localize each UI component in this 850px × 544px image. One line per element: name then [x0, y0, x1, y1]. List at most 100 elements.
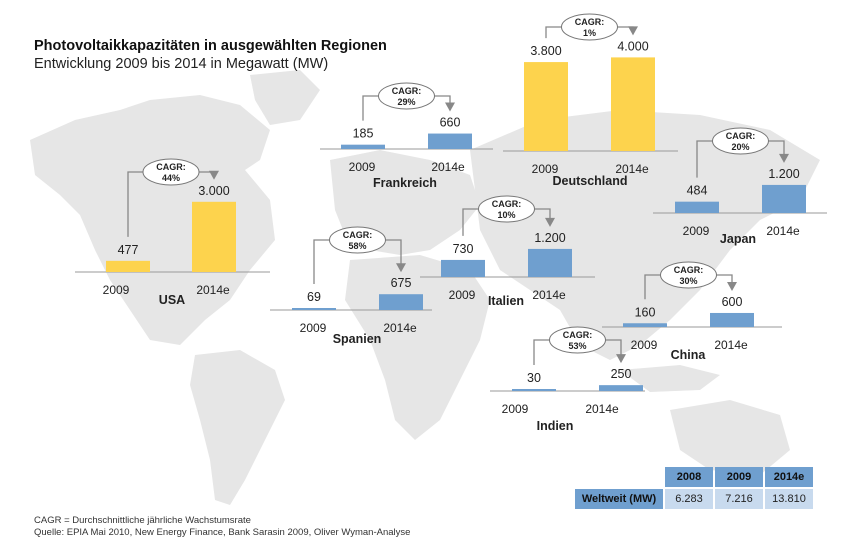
map-greenland [250, 70, 320, 125]
map-south-america [190, 350, 285, 505]
data-label: 3.800 [530, 44, 561, 58]
category-label: 2014e [431, 160, 465, 174]
data-label: 1.200 [534, 231, 565, 245]
category-label: 2009 [103, 283, 130, 297]
bar-2014e [528, 248, 572, 277]
region-name: China [671, 348, 707, 362]
data-label: 3.000 [198, 184, 229, 198]
category-label: 2009 [683, 224, 710, 238]
cagr-bubble [712, 127, 769, 155]
table-corner [575, 467, 663, 487]
worldwide-capacity-table: 2008 2009 2014e Weltweit (MW) 6.283 7.21… [573, 465, 815, 511]
region-name: USA [159, 293, 185, 307]
category-label: 2009 [631, 338, 658, 352]
category-label: 2009 [449, 288, 476, 302]
bar-2009 [341, 144, 385, 149]
data-label: 1.200 [768, 167, 799, 181]
table-cell: 7.216 [715, 489, 763, 509]
data-label: 660 [440, 116, 461, 130]
chart-title: Photovoltaikkapazitäten in ausgewählten … [34, 38, 387, 54]
region-name: Italien [488, 294, 524, 308]
category-label: 2009 [532, 162, 559, 176]
cagr-label: CAGR: [563, 330, 593, 340]
bar-2009 [106, 260, 150, 272]
cagr-arrow-icon [209, 170, 219, 180]
cagr-value: 30% [679, 276, 697, 286]
map-southeast-asia [620, 365, 720, 392]
cagr-arrow-icon [779, 153, 789, 163]
data-label: 484 [687, 184, 708, 198]
data-label: 250 [611, 367, 632, 381]
data-label: 730 [453, 242, 474, 256]
region-name: Japan [720, 232, 756, 246]
table-col-header: 2014e [765, 467, 813, 487]
bar-2014e [599, 385, 643, 391]
data-label: 30 [527, 371, 541, 385]
table-header-row: 2008 2009 2014e [575, 467, 813, 487]
bar-2014e [710, 312, 754, 327]
cagr-value: 44% [162, 173, 180, 183]
cagr-value: 29% [397, 97, 415, 107]
cagr-value: 1% [583, 28, 596, 38]
cagr-bubble [142, 158, 200, 186]
cagr-bubble [549, 326, 606, 354]
bar-2009 [524, 62, 568, 151]
category-label: 2014e [714, 338, 748, 352]
data-label: 4.000 [617, 39, 648, 53]
cagr-bubble [660, 261, 717, 289]
region-name: Indien [537, 419, 574, 433]
cagr-value: 10% [497, 210, 515, 220]
table-col-header: 2009 [715, 467, 763, 487]
data-label: 600 [722, 295, 743, 309]
bar-2009 [623, 323, 667, 327]
bar-2014e [428, 133, 472, 149]
map-asia [470, 110, 820, 360]
bar-2009 [441, 259, 485, 277]
table-col-header: 2008 [665, 467, 713, 487]
data-label: 69 [307, 290, 321, 304]
bar-2009 [512, 389, 556, 391]
bar-2014e [762, 184, 806, 213]
bar-2014e [192, 201, 236, 272]
table-row: Weltweit (MW) 6.283 7.216 13.810 [575, 489, 813, 509]
cagr-value: 53% [568, 341, 586, 351]
bar-2014e [379, 294, 423, 310]
cagr-value: 20% [731, 142, 749, 152]
data-label: 477 [118, 243, 139, 257]
region-name: Spanien [333, 332, 382, 346]
cagr-bubble [329, 226, 386, 254]
cagr-bubble [561, 13, 618, 41]
cagr-arrow-icon [616, 354, 626, 364]
cagr-bubble [478, 195, 535, 223]
cagr-arrow-icon [628, 26, 638, 36]
bar-2014e [611, 57, 655, 151]
data-label: 185 [353, 127, 374, 141]
category-label: 2014e [766, 224, 800, 238]
cagr-label: CAGR: [674, 265, 704, 275]
cagr-bubble [378, 82, 435, 110]
category-label: 2014e [615, 162, 649, 176]
cagr-definition: CAGR = Durchschnittliche jährliche Wachs… [34, 515, 251, 526]
cagr-label: CAGR: [392, 86, 422, 96]
category-label: 2009 [502, 402, 529, 416]
data-label: 675 [391, 276, 412, 290]
category-label: 2014e [196, 283, 230, 297]
category-label: 2014e [532, 288, 566, 302]
map-north-america [30, 95, 275, 345]
source-note: Quelle: EPIA Mai 2010, New Energy Financ… [34, 527, 411, 538]
map-australia [670, 400, 790, 475]
table-cell: 13.810 [765, 489, 813, 509]
chart-subtitle: Entwicklung 2009 bis 2014 in Megawatt (M… [34, 56, 329, 72]
cagr-arrow-icon [727, 281, 737, 291]
cagr-label: CAGR: [492, 199, 522, 209]
category-label: 2014e [585, 402, 619, 416]
cagr-label: CAGR: [156, 162, 186, 172]
region-name: Frankreich [373, 176, 437, 190]
category-label: 2009 [300, 321, 327, 335]
bar-2009 [675, 201, 719, 213]
bar-2009 [292, 308, 336, 310]
cagr-label: CAGR: [343, 230, 373, 240]
category-label: 2009 [349, 160, 376, 174]
data-label: 160 [635, 305, 656, 319]
